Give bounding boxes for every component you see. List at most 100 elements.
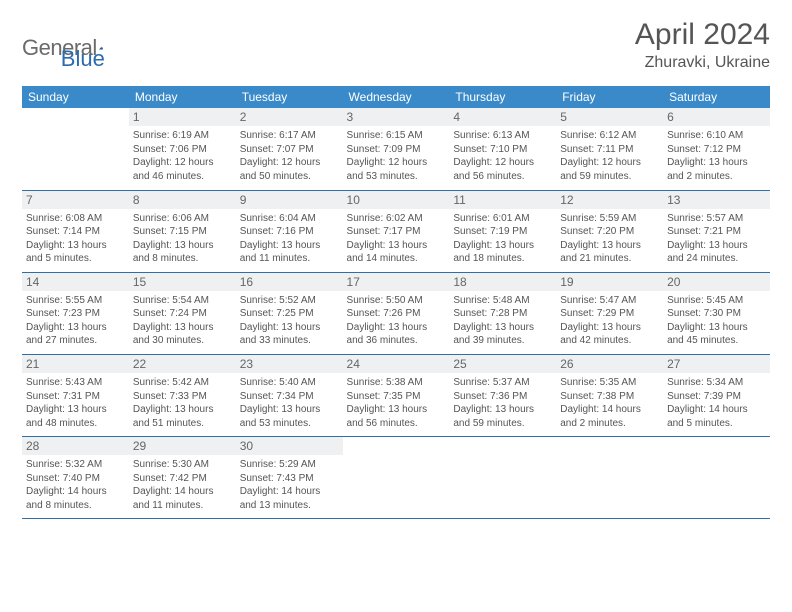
header: General Blue April 2024 Zhuravki, Ukrain… bbox=[22, 18, 770, 72]
sunset-line: Sunset: 7:23 PM bbox=[26, 307, 125, 321]
col-monday: Monday bbox=[129, 86, 236, 108]
daylight-line: Daylight: 14 hours and 5 minutes. bbox=[667, 403, 766, 430]
daylight-line: Daylight: 12 hours and 59 minutes. bbox=[560, 156, 659, 183]
daylight-line: Daylight: 13 hours and 33 minutes. bbox=[240, 321, 339, 348]
day-number: 18 bbox=[449, 273, 556, 291]
col-tuesday: Tuesday bbox=[236, 86, 343, 108]
daylight-line: Daylight: 13 hours and 39 minutes. bbox=[453, 321, 552, 348]
sunset-line: Sunset: 7:31 PM bbox=[26, 390, 125, 404]
location: Zhuravki, Ukraine bbox=[635, 54, 770, 72]
daylight-line: Daylight: 13 hours and 59 minutes. bbox=[453, 403, 552, 430]
day-number: 19 bbox=[556, 273, 663, 291]
daylight-line: Daylight: 13 hours and 51 minutes. bbox=[133, 403, 232, 430]
sunset-line: Sunset: 7:21 PM bbox=[667, 225, 766, 239]
day-cell bbox=[663, 437, 770, 519]
daylight-line: Daylight: 13 hours and 48 minutes. bbox=[26, 403, 125, 430]
day-number: 3 bbox=[343, 108, 450, 126]
week-row: 21Sunrise: 5:43 AMSunset: 7:31 PMDayligh… bbox=[22, 354, 770, 436]
sunset-line: Sunset: 7:17 PM bbox=[347, 225, 446, 239]
day-cell: 12Sunrise: 5:59 AMSunset: 7:20 PMDayligh… bbox=[556, 190, 663, 272]
day-cell bbox=[343, 437, 450, 519]
day-number: 2 bbox=[236, 108, 343, 126]
day-number: 11 bbox=[449, 191, 556, 209]
daylight-line: Daylight: 14 hours and 11 minutes. bbox=[133, 485, 232, 512]
day-cell: 4Sunrise: 6:13 AMSunset: 7:10 PMDaylight… bbox=[449, 108, 556, 190]
day-number: 5 bbox=[556, 108, 663, 126]
sunrise-line: Sunrise: 5:50 AM bbox=[347, 294, 446, 308]
day-cell bbox=[449, 437, 556, 519]
day-cell: 25Sunrise: 5:37 AMSunset: 7:36 PMDayligh… bbox=[449, 354, 556, 436]
sunset-line: Sunset: 7:39 PM bbox=[667, 390, 766, 404]
day-cell: 11Sunrise: 6:01 AMSunset: 7:19 PMDayligh… bbox=[449, 190, 556, 272]
day-number: 28 bbox=[22, 437, 129, 455]
daylight-line: Daylight: 13 hours and 45 minutes. bbox=[667, 321, 766, 348]
sunrise-line: Sunrise: 6:17 AM bbox=[240, 129, 339, 143]
sunrise-line: Sunrise: 5:30 AM bbox=[133, 458, 232, 472]
col-thursday: Thursday bbox=[449, 86, 556, 108]
day-cell bbox=[556, 437, 663, 519]
day-number: 4 bbox=[449, 108, 556, 126]
day-number: 6 bbox=[663, 108, 770, 126]
week-row: 7Sunrise: 6:08 AMSunset: 7:14 PMDaylight… bbox=[22, 190, 770, 272]
sunset-line: Sunset: 7:19 PM bbox=[453, 225, 552, 239]
sunset-line: Sunset: 7:10 PM bbox=[453, 143, 552, 157]
col-wednesday: Wednesday bbox=[343, 86, 450, 108]
sunrise-line: Sunrise: 5:34 AM bbox=[667, 376, 766, 390]
day-number: 7 bbox=[22, 191, 129, 209]
sunrise-line: Sunrise: 5:37 AM bbox=[453, 376, 552, 390]
logo: General Blue bbox=[22, 18, 105, 72]
day-number: 8 bbox=[129, 191, 236, 209]
daylight-line: Daylight: 13 hours and 24 minutes. bbox=[667, 239, 766, 266]
day-number: 29 bbox=[129, 437, 236, 455]
sunset-line: Sunset: 7:15 PM bbox=[133, 225, 232, 239]
day-cell: 27 Sunrise: 5:34 AMSunset: 7:39 PMDayligh… bbox=[663, 354, 770, 436]
calendar-table: Sunday Monday Tuesday Wednesday Thursday… bbox=[22, 86, 770, 519]
sunrise-line: Sunrise: 6:04 AM bbox=[240, 212, 339, 226]
day-cell: 8Sunrise: 6:06 AMSunset: 7:15 PMDaylight… bbox=[129, 190, 236, 272]
sunset-line: Sunset: 7:06 PM bbox=[133, 143, 232, 157]
day-number: 27 bbox=[663, 355, 770, 373]
sunset-line: Sunset: 7:29 PM bbox=[560, 307, 659, 321]
daylight-line: Daylight: 13 hours and 21 minutes. bbox=[560, 239, 659, 266]
sunrise-line: Sunrise: 5:42 AM bbox=[133, 376, 232, 390]
sunset-line: Sunset: 7:36 PM bbox=[453, 390, 552, 404]
day-cell: 28Sunrise: 5:32 AMSunset: 7:40 PMDayligh… bbox=[22, 437, 129, 519]
day-cell: 6Sunrise: 6:10 AMSunset: 7:12 PMDaylight… bbox=[663, 108, 770, 190]
day-cell: 2Sunrise: 6:17 AMSunset: 7:07 PMDaylight… bbox=[236, 108, 343, 190]
sunrise-line: Sunrise: 5:38 AM bbox=[347, 376, 446, 390]
sunset-line: Sunset: 7:25 PM bbox=[240, 307, 339, 321]
daylight-line: Daylight: 14 hours and 8 minutes. bbox=[26, 485, 125, 512]
sunrise-line: Sunrise: 5:29 AM bbox=[240, 458, 339, 472]
day-number: 13 bbox=[663, 191, 770, 209]
sunrise-line: Sunrise: 6:01 AM bbox=[453, 212, 552, 226]
day-number: 22 bbox=[129, 355, 236, 373]
sunset-line: Sunset: 7:35 PM bbox=[347, 390, 446, 404]
daylight-line: Daylight: 12 hours and 50 minutes. bbox=[240, 156, 339, 183]
week-row: 14Sunrise: 5:55 AMSunset: 7:23 PMDayligh… bbox=[22, 272, 770, 354]
day-cell: 17Sunrise: 5:50 AMSunset: 7:26 PMDayligh… bbox=[343, 272, 450, 354]
daylight-line: Daylight: 13 hours and 36 minutes. bbox=[347, 321, 446, 348]
daylight-line: Daylight: 12 hours and 46 minutes. bbox=[133, 156, 232, 183]
day-cell: 9Sunrise: 6:04 AMSunset: 7:16 PMDaylight… bbox=[236, 190, 343, 272]
day-cell: 29Sunrise: 5:30 AMSunset: 7:42 PMDayligh… bbox=[129, 437, 236, 519]
day-cell: 10Sunrise: 6:02 AMSunset: 7:17 PMDayligh… bbox=[343, 190, 450, 272]
day-cell: 22Sunrise: 5:42 AMSunset: 7:33 PMDayligh… bbox=[129, 354, 236, 436]
day-number: 21 bbox=[22, 355, 129, 373]
day-cell: 18Sunrise: 5:48 AMSunset: 7:28 PMDayligh… bbox=[449, 272, 556, 354]
sunrise-line: Sunrise: 5:48 AM bbox=[453, 294, 552, 308]
day-cell: 15Sunrise: 5:54 AMSunset: 7:24 PMDayligh… bbox=[129, 272, 236, 354]
sunset-line: Sunset: 7:20 PM bbox=[560, 225, 659, 239]
sunrise-line: Sunrise: 6:10 AM bbox=[667, 129, 766, 143]
day-cell: 26Sunrise: 5:35 AMSunset: 7:38 PMDayligh… bbox=[556, 354, 663, 436]
sunset-line: Sunset: 7:43 PM bbox=[240, 472, 339, 486]
daylight-line: Daylight: 12 hours and 53 minutes. bbox=[347, 156, 446, 183]
sunrise-line: Sunrise: 6:08 AM bbox=[26, 212, 125, 226]
col-friday: Friday bbox=[556, 86, 663, 108]
sunset-line: Sunset: 7:16 PM bbox=[240, 225, 339, 239]
col-saturday: Saturday bbox=[663, 86, 770, 108]
sunrise-line: Sunrise: 5:57 AM bbox=[667, 212, 766, 226]
daylight-line: Daylight: 13 hours and 14 minutes. bbox=[347, 239, 446, 266]
day-number: 24 bbox=[343, 355, 450, 373]
day-number: 1 bbox=[129, 108, 236, 126]
day-cell: 14Sunrise: 5:55 AMSunset: 7:23 PMDayligh… bbox=[22, 272, 129, 354]
